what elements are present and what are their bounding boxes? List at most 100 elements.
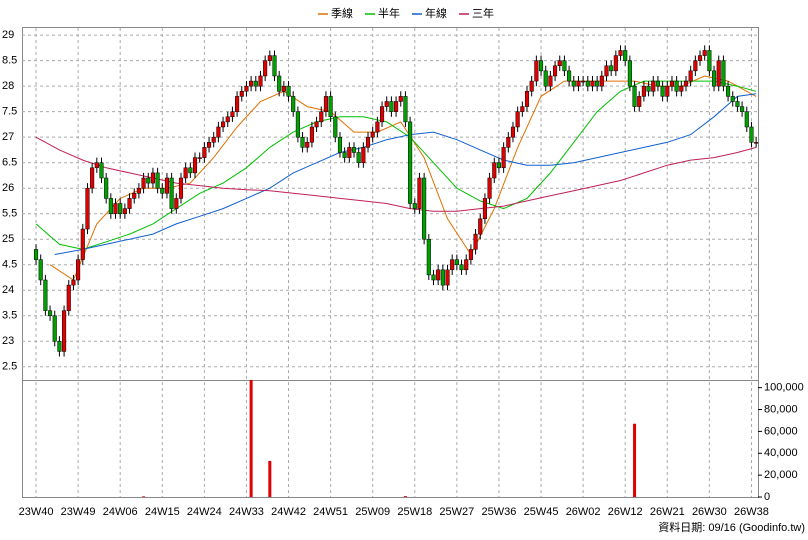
legend-label: 年線 [425,6,447,20]
candle-body [524,91,530,107]
candle-body [38,259,43,281]
candle-body [370,131,375,138]
candle-body [487,177,492,199]
candle-body [707,50,712,72]
candle-body [361,147,366,163]
candle-body [202,147,207,158]
y-tick-label: 8.5 [2,55,17,67]
candle-body [333,116,338,138]
y2-tick-label: 60,000 [764,425,798,437]
candle-body [52,315,57,342]
candle-body [688,70,693,82]
candle-body [164,177,170,194]
candle-body [328,96,333,118]
candle-body [281,85,286,92]
candle-body [132,193,137,199]
candle-body [216,126,221,138]
candle-body [380,106,385,123]
candle-body [76,259,81,281]
candle-body [660,85,665,97]
candle-body [754,142,759,144]
candle-body [351,147,357,153]
y-tick-label: 2.5 [2,361,17,373]
candle-body [693,60,698,72]
candle-body [730,96,735,102]
candle-body [618,50,623,56]
x-tick-label: 25W36 [482,506,517,518]
candle-body [206,142,212,148]
candle-body [468,249,473,260]
candle-body [305,142,310,148]
y-tick-label: 27 [2,131,14,143]
footer: 資料日期: 09/16 (Goodinfo.tw) [658,520,805,534]
y-tick-label: 4.5 [2,259,17,271]
volume-bar [403,496,407,497]
candle-body [459,264,464,271]
y2-tick-label: 80,000 [764,403,798,415]
candle-body [342,152,347,158]
candle-body [258,75,263,87]
candle-body [665,85,670,97]
candle-body [178,177,184,199]
x-tick-label: 25W27 [439,506,474,518]
candle-body [538,60,544,72]
x-tick-label: 24W15 [145,506,180,518]
candle-body [99,162,104,179]
candle-body [646,85,651,92]
candle-body [239,91,244,97]
candle-body [571,80,576,87]
candle-body [118,203,123,214]
candle-body [749,126,754,143]
x-tick-label: 25W18 [397,506,432,518]
candle-body [295,111,300,138]
x-tick-label: 24W06 [103,506,138,518]
candle-body [679,85,684,92]
candle-body [192,157,198,174]
candle-body [365,136,371,148]
y-tick-label: 25 [2,233,14,245]
candle-body [71,279,76,286]
x-tick-label: 26W21 [650,506,685,518]
candle-body [277,75,282,92]
candle-body [188,167,193,174]
candle-body [314,121,319,128]
y-tick-label: 23 [2,335,14,347]
candle-body [43,279,48,311]
candle-body [543,70,548,87]
x-tick-label: 24W42 [271,506,306,518]
candle-body [473,233,478,250]
candle-body [440,269,445,286]
candle-body [408,121,413,204]
candle-body [529,80,534,92]
candle-body [431,274,436,281]
legend-label: 三年 [472,6,494,20]
candle-body [436,269,441,281]
candle-body [655,80,660,87]
candle-body [637,96,642,107]
candle-body [174,198,179,209]
ma-line [35,80,757,250]
candle-body [90,167,95,189]
candle-body [585,80,590,87]
y-tick-label: 24 [2,284,14,296]
candle-body [94,162,99,169]
candle-body [454,259,459,265]
candle-body [62,310,67,352]
candle-body [263,60,268,77]
y-tick-label: 28 [2,80,14,92]
y2-tick-label: 20,000 [764,469,798,481]
x-tick-label: 26W38 [734,506,769,518]
candle-body [108,198,113,214]
candle-body [445,269,450,286]
candle-body [553,65,558,77]
candle-body [515,111,520,128]
candle-body [744,111,749,128]
y2-tick-label: 0 [764,491,770,503]
candle-body [169,177,174,209]
candle-body [127,198,132,209]
candle-body [506,136,511,148]
candle-body [716,60,721,87]
x-tick-label: 26W02 [566,506,601,518]
